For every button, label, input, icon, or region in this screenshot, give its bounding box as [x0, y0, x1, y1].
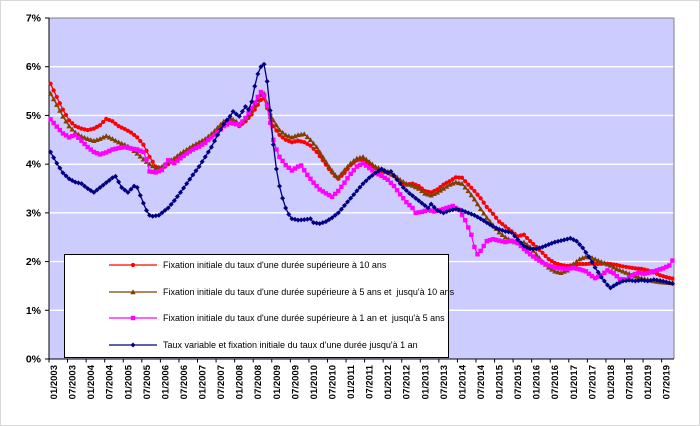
x-axis-label: 07/2011 [365, 364, 376, 399]
legend-label-2: Fixation initiale du taux d'une durée su… [163, 286, 455, 297]
x-axis-label: 07/2017 [587, 365, 598, 399]
x-axis-label: 01/2005 [123, 364, 134, 399]
x-axis-label: 01/2015 [495, 364, 506, 399]
y-axis-label: 1% [26, 305, 42, 317]
legend-item-1: Fixation initiale du taux d'une durée su… [65, 255, 448, 275]
x-axis-label: 01/2014 [457, 364, 468, 399]
legend-item-4: Taux variable et fixation initiale du ta… [65, 335, 448, 355]
x-axis-label: 01/2018 [606, 365, 617, 399]
y-axis-label: 6% [26, 61, 42, 73]
x-axis-label: 01/2006 [160, 365, 171, 399]
legend-item-2: Fixation initiale du taux d'une durée su… [65, 282, 454, 302]
y-axis-label: 0% [26, 354, 42, 366]
x-axis-label: 01/2013 [420, 365, 431, 399]
legend-marker-circle-icon [107, 259, 159, 271]
legend-marker-square-icon [107, 312, 159, 324]
x-axis-label: 07/2004 [105, 364, 116, 399]
legend-marker-diamond-icon [107, 339, 159, 351]
legend: Fixation initiale du taux d'une durée su… [64, 254, 454, 358]
legend-marker-triangle-icon [107, 286, 159, 298]
x-axis-label: 01/2003 [49, 365, 60, 399]
x-axis-label: 01/2004 [86, 364, 97, 399]
x-axis-label: 07/2005 [142, 364, 153, 399]
x-axis-label: 07/2013 [439, 365, 450, 399]
x-axis-label: 01/2009 [272, 365, 283, 399]
x-axis-label: 07/2019 [662, 365, 673, 399]
x-axis-label: 07/2003 [68, 365, 79, 399]
legend-label-1: Fixation initiale du taux d'une durée su… [163, 260, 387, 270]
y-axis-label: 7% [26, 13, 42, 25]
x-axis-label: 07/2008 [253, 365, 264, 399]
x-axis-label: 01/2019 [643, 365, 654, 399]
y-axis-label: 3% [26, 207, 42, 219]
x-axis-label: 01/2017 [569, 365, 580, 399]
x-axis-label: 07/2015 [513, 364, 524, 399]
x-axis-label: 07/2018 [624, 365, 635, 399]
x-axis-label: 01/2016 [532, 365, 543, 399]
x-axis-label: 07/2007 [216, 365, 227, 399]
y-axis-label: 2% [26, 256, 42, 268]
x-axis-label: 07/2012 [402, 365, 413, 399]
series-4 [48, 61, 675, 291]
x-axis-label: 07/2009 [290, 365, 301, 399]
series-3 [48, 89, 675, 282]
x-axis-label: 01/2008 [235, 365, 246, 399]
legend-label-3: Fixation initiale du taux d'une durée su… [163, 313, 445, 323]
x-axis-label: 07/2016 [550, 365, 561, 399]
x-axis-label: 01/2007 [198, 365, 209, 399]
legend-item-3: Fixation initiale du taux d'une durée su… [65, 308, 448, 328]
x-axis-label: 01/2010 [309, 365, 320, 399]
x-axis-label: 01/2011 [346, 364, 357, 399]
x-axis-label: 07/2014 [476, 364, 487, 399]
x-axis-label: 07/2010 [327, 365, 338, 399]
x-axis-label: 07/2006 [179, 365, 190, 399]
y-axis-label: 4% [26, 159, 42, 171]
legend-label-4: Taux variable et fixation initiale du ta… [163, 339, 418, 350]
x-axis-label: 01/2012 [383, 365, 394, 399]
y-axis-label: 5% [26, 110, 42, 122]
